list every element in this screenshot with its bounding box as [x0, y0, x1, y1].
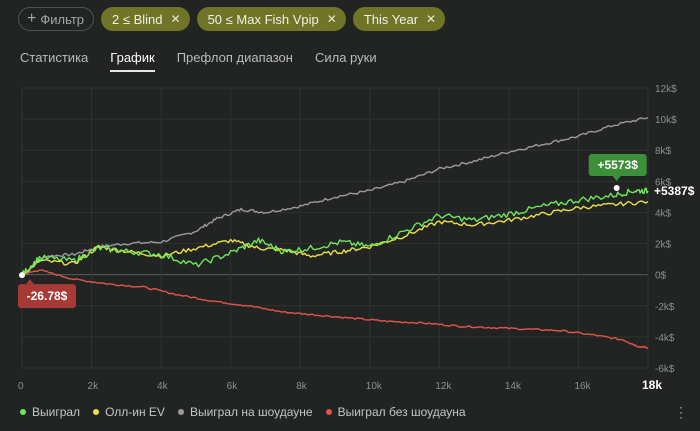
close-icon[interactable]: ✕ [326, 12, 337, 26]
tab-hand-strength[interactable]: Сила руки [314, 50, 377, 65]
filter-chip-this-year[interactable]: This Year ✕ [352, 7, 446, 31]
legend-dot [20, 409, 26, 415]
y-tick-label: -4k$ [655, 333, 675, 344]
y-tick-label: 10k$ [655, 115, 677, 126]
low-badge [18, 284, 76, 309]
x-tick-label: 12k [435, 381, 452, 392]
legend-item-allin-ev[interactable]: Олл-ин EV [93, 405, 165, 419]
y-tick-label: 0$ [655, 271, 667, 282]
y-tick-label: -2k$ [655, 302, 675, 313]
legend-label: Выиграл [32, 405, 81, 419]
low-label: -26.78$ [27, 289, 68, 303]
y-tick-label: 6k$ [655, 177, 672, 188]
filter-chip-label: 50 ≤ Max Fish Vpip [207, 11, 319, 27]
tab-bar: Статистика График Префлоп диапазон Сила … [20, 50, 399, 72]
legend-label: Олл-ин EV [105, 405, 165, 419]
chart-legend: Выиграл Олл-ин EV Выиграл на шоудауне Вы… [20, 405, 479, 419]
legend-label: Выиграл на шоудауне [189, 405, 313, 419]
series-line-won [21, 187, 649, 275]
more-options-icon[interactable]: ⋮ [674, 404, 688, 420]
y-tick-label: -6k$ [655, 364, 675, 375]
filter-chip-label: This Year [363, 11, 419, 27]
filter-bar: + Фильтр 2 ≤ Blind ✕ 50 ≤ Max Fish Vpip … [18, 7, 446, 31]
series-line-allin_ev [21, 200, 649, 275]
x-tick-label: 0 [18, 381, 24, 392]
series-line-non_showdown [21, 269, 649, 349]
peak-badge-pointer [612, 175, 621, 181]
end-value-label: +5387$ [654, 184, 695, 198]
plus-icon: + [27, 10, 37, 27]
tab-preflop-range[interactable]: Префлоп диапазон [176, 50, 293, 65]
x-tick-label: 8k [296, 381, 308, 392]
y-tick-label: 12k$ [655, 84, 677, 95]
legend-dot [177, 409, 184, 415]
series-line-showdown [21, 116, 649, 276]
add-filter-button[interactable]: + Фильтр [18, 7, 95, 31]
filter-chip-blind[interactable]: 2 ≤ Blind ✕ [101, 7, 190, 31]
filter-chip-label: 2 ≤ Blind [112, 11, 163, 27]
y-tick-label: 4k$ [655, 208, 672, 219]
add-filter-label: Фильтр [40, 11, 85, 27]
y-tick-label: 8k$ [655, 146, 672, 157]
y-tick-label: 2k$ [655, 240, 672, 251]
filter-chip-fish-vpip[interactable]: 50 ≤ Max Fish Vpip ✕ [196, 7, 346, 31]
peak-label: +5573$ [598, 158, 639, 172]
close-icon[interactable]: ✕ [426, 12, 437, 26]
tab-graph[interactable]: График [110, 50, 155, 72]
x-tick-label: 4k [157, 381, 169, 392]
x-tick-label: 18k [642, 378, 662, 392]
legend-dot [93, 409, 100, 415]
legend-label: Выиграл без шоудауна [337, 405, 466, 419]
x-tick-label: 16k [574, 381, 591, 392]
x-tick-label: 14k [505, 381, 522, 392]
x-tick-label: 6k [227, 381, 239, 392]
close-icon[interactable]: ✕ [170, 12, 181, 26]
legend-item-won[interactable]: Выиграл [20, 405, 80, 419]
peak-badge [588, 153, 647, 176]
x-tick-label: 2k [88, 381, 100, 392]
low-badge-pointer [26, 279, 34, 285]
peak-point [613, 184, 620, 191]
low-point [19, 272, 25, 279]
x-tick-label: 10k [366, 381, 383, 392]
tab-statistics[interactable]: Статистика [20, 50, 89, 65]
legend-item-non-showdown[interactable]: Выиграл без шоудауна [325, 405, 466, 419]
legend-dot [325, 409, 332, 415]
legend-item-showdown[interactable]: Выиграл на шоудауне [177, 405, 313, 419]
